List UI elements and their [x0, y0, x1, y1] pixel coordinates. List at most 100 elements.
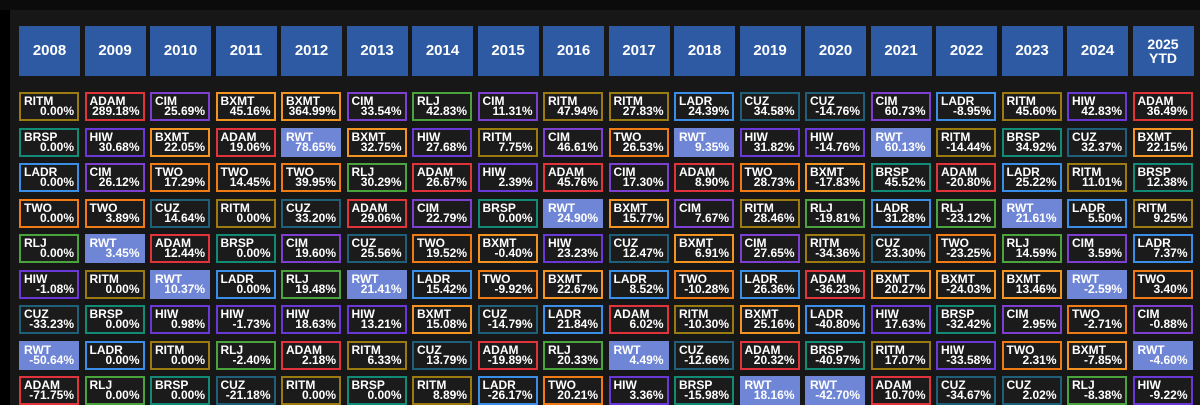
return-cell: BXMT 6.91%: [674, 234, 734, 263]
return-cell: LADR 0.00%: [19, 163, 79, 192]
return-cell: CIM 22.79%: [412, 198, 472, 228]
return-value-label: 17.63%: [884, 317, 926, 331]
return-cell: RLJ 42.83%: [412, 92, 472, 121]
ticker-label: RWT: [744, 378, 772, 392]
return-cell: TWO 17.29%: [150, 163, 210, 192]
return-value-label: 0.00%: [236, 281, 271, 296]
return-cell: BXMT 364.99%: [281, 92, 341, 121]
return-cell: RLJ 19.48%: [281, 269, 341, 299]
return-value-label: -2.40%: [232, 352, 271, 367]
return-cell: ADAM 45.76%: [543, 163, 603, 192]
return-value-label: 25.22%: [1015, 175, 1057, 189]
ticker-label: TWO: [744, 165, 773, 179]
return-value-label: 0.00%: [39, 246, 74, 260]
ticker-label: CIM: [89, 165, 112, 179]
return-value-label: 6.91%: [694, 246, 729, 260]
ticker-label: CUZ: [941, 378, 966, 392]
return-value-label: 0.98%: [170, 317, 205, 331]
ticker-label: CUZ: [875, 236, 901, 250]
return-value-label: -8.95%: [952, 104, 991, 118]
return-value-label: 3.40%: [1153, 281, 1188, 296]
return-cell: BRSP 0.00%: [19, 127, 79, 157]
return-cell: BXMT 32.75%: [346, 127, 407, 157]
return-cell: BXMT -7.85%: [1067, 340, 1127, 370]
return-value-label: 7.75%: [498, 139, 533, 154]
ticker-label: RWT: [89, 236, 117, 250]
return-cell: RWT 60.13%: [870, 127, 931, 157]
return-value-label: -19.81%: [815, 210, 860, 225]
return-cell: CUZ -21.18%: [215, 376, 276, 405]
return-cell: BRSP 0.00%: [215, 234, 276, 263]
ticker-label: TWO: [482, 271, 511, 286]
return-value-label: 20.32%: [753, 352, 795, 367]
return-value-label: -71.75%: [29, 388, 74, 402]
return-value-label: 26.12%: [98, 175, 140, 189]
ticker-label: HIW: [417, 129, 441, 144]
return-cell: HIW 42.83%: [1067, 92, 1127, 121]
ticker-label: BRSP: [1137, 165, 1171, 179]
ticker-label: BXMT: [351, 129, 386, 144]
return-cell: CIM 27.65%: [739, 234, 800, 263]
return-cell: HIW 17.63%: [870, 305, 931, 334]
ticker-label: BRSP: [482, 200, 516, 215]
return-value-label: 25.56%: [360, 246, 402, 260]
ticker-label: HIW: [24, 271, 48, 286]
return-cell: LADR 26.36%: [739, 269, 800, 299]
return-cell: LADR -8.95%: [936, 92, 996, 121]
year-header-8: 2016: [543, 26, 604, 76]
return-value-label: 9.35%: [694, 139, 729, 154]
return-value-label: -40.80%: [815, 317, 860, 331]
return-cell: RITM 28.46%: [739, 198, 800, 228]
ticker-label: CIM: [744, 236, 767, 250]
ticker-label: LADR: [875, 200, 909, 215]
return-value-label: 25.16%: [753, 317, 795, 331]
return-value-label: 22.05%: [164, 139, 205, 154]
return-cell: RLJ 14.59%: [1001, 234, 1062, 263]
ticker-label: BXMT: [1072, 342, 1106, 357]
ticker-label: BRSP: [810, 342, 844, 357]
return-cell: BRSP 0.00%: [477, 198, 538, 228]
return-value-label: 23.30%: [884, 246, 926, 260]
return-value-label: 289.18%: [92, 104, 140, 118]
ticker-label: RITM: [24, 94, 54, 108]
return-value-label: 0.00%: [236, 210, 271, 225]
year-header-12: 2020: [805, 26, 866, 76]
year-header-5: 2013: [346, 26, 408, 76]
ticker-label: RITM: [482, 129, 512, 144]
return-value-label: 25.69%: [164, 104, 205, 118]
ticker-label: RITM: [1137, 200, 1167, 215]
ticker-label: RITM: [89, 271, 119, 286]
return-value-label: 19.06%: [229, 139, 271, 154]
return-cell: HIW 31.82%: [739, 127, 800, 157]
return-cell: ADAM 12.44%: [150, 234, 210, 263]
ticker-label: RITM: [351, 342, 381, 357]
return-cell: RITM -14.44%: [936, 127, 996, 157]
return-value-label: 12.44%: [164, 246, 205, 260]
return-cell: HIW 13.21%: [346, 305, 407, 334]
ticker-label: HIW: [220, 307, 244, 321]
ticker-label: BRSP: [89, 307, 123, 321]
return-value-label: 28.46%: [753, 210, 795, 225]
return-cell: RITM 0.00%: [84, 269, 145, 299]
return-cell: BXMT 13.46%: [1001, 269, 1062, 299]
return-value-label: -20.80%: [946, 175, 991, 189]
ticker-label: RWT: [1137, 342, 1165, 357]
ticker-label: RITM: [613, 94, 643, 108]
return-value-label: -19.89%: [487, 352, 533, 367]
return-value-label: 0.00%: [498, 210, 533, 225]
return-value-label: 26.36%: [753, 281, 795, 296]
return-cell: ADAM 6.02%: [608, 305, 669, 334]
ticker-label: ADAM: [1137, 94, 1174, 108]
year-header-1: 2009: [84, 26, 146, 76]
year-header-7: 2015: [477, 26, 539, 76]
return-cell: ADAM 289.18%: [84, 92, 145, 121]
ticker-label: ADAM: [155, 236, 191, 250]
return-cell: LADR 5.50%: [1067, 198, 1127, 228]
ticker-label: RWT: [810, 378, 838, 392]
return-cell: BXMT -0.40%: [477, 234, 538, 263]
return-cell: RITM 7.75%: [477, 127, 538, 157]
return-cell: CUZ 34.58%: [739, 92, 800, 121]
return-value-label: 47.94%: [557, 104, 598, 118]
ticker-label: CIM: [351, 94, 374, 108]
return-value-label: 34.58%: [753, 104, 795, 118]
